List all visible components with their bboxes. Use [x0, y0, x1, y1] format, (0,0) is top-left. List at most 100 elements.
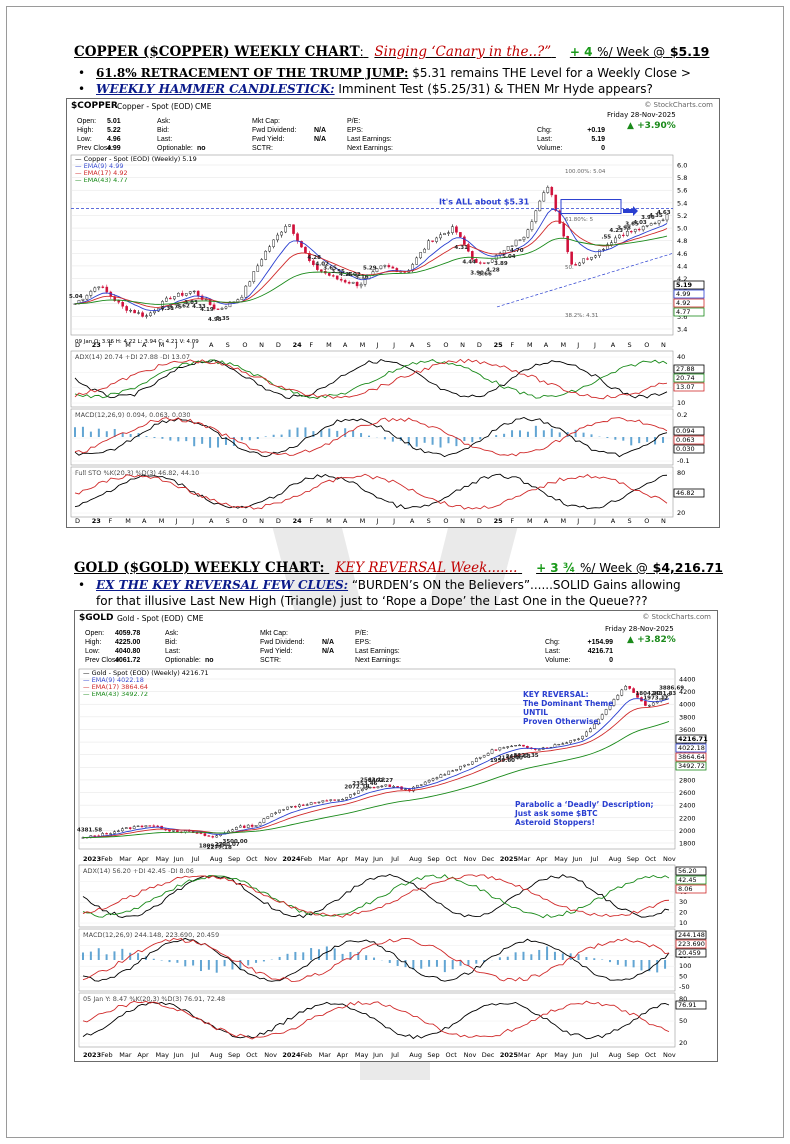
- gold-candle-body: [140, 825, 144, 828]
- gold-candle-body: [585, 731, 588, 737]
- copper-indicator-tick: 10: [677, 399, 685, 407]
- gold-stat-label: EPS:: [355, 639, 371, 646]
- gold-indicator-line: [82, 937, 670, 982]
- copper-indicator-panel: [70, 350, 674, 408]
- copper-price-label: 3.65: [625, 222, 639, 228]
- copper-candle-body: [463, 236, 466, 245]
- gold-stat-label: High:: [85, 639, 101, 646]
- copper-x-label: J: [392, 341, 395, 349]
- copper-stat-value: no: [197, 145, 206, 152]
- gold-indicator-tick: 50: [679, 973, 687, 981]
- gold-candle-body: [235, 826, 238, 830]
- gold-candle-body: [474, 758, 478, 763]
- copper-candle-body: [93, 287, 97, 292]
- copper-indicator-value: 46.82: [676, 489, 695, 497]
- copper-x-label: F: [309, 341, 313, 349]
- copper-candle-body: [343, 280, 347, 283]
- copper-candle-body: [351, 281, 355, 284]
- copper-ema-line: [74, 208, 668, 312]
- gold-x-label-bottom: May: [554, 1051, 568, 1059]
- gold-indicator-value-box: [675, 939, 707, 949]
- copper-indicator-value-box: [673, 382, 705, 392]
- copper-macd-bar: [240, 437, 243, 441]
- copper-macd-bar: [320, 430, 323, 437]
- copper-x-label-bottom: J: [576, 517, 579, 525]
- gold-candle-body: [364, 787, 368, 790]
- gold-macd-bar: [365, 955, 368, 960]
- gold-x-label: 2024: [282, 855, 301, 863]
- gold-candle-body: [526, 746, 529, 749]
- gold-macd-bar: [483, 960, 486, 963]
- copper-indicator-tick: 80: [677, 469, 685, 477]
- gold-candle-body: [431, 778, 435, 781]
- copper-candle-body: [645, 224, 649, 227]
- copper-x-label-bottom: J: [191, 517, 194, 525]
- gold-stat-label: Optionable:: [165, 657, 201, 664]
- copper-candle-body: [641, 226, 645, 231]
- copper-price-label: 4.25: [339, 272, 353, 278]
- copper-y-tick: 3.6: [677, 313, 687, 321]
- gold-macd-bar: [341, 953, 344, 960]
- copper-x-label: N: [661, 341, 666, 349]
- gold-x-label: May: [156, 855, 170, 863]
- gold-x-label: Aug: [409, 855, 422, 863]
- copper-candle-body: [629, 231, 633, 233]
- copper-stat-label: SCTR:: [252, 145, 273, 152]
- copper-indicator-value: 13.07: [676, 383, 695, 391]
- copper-candle-body: [530, 221, 534, 230]
- gold-macd-bar: [514, 952, 517, 960]
- gold-candle-body: [443, 774, 447, 776]
- gold-macd-bar: [373, 957, 376, 960]
- copper-trendline: [496, 252, 674, 308]
- gold-indicator-panel: [78, 992, 676, 1048]
- copper-right-value-box: [673, 298, 705, 308]
- copper-macd-bar: [145, 436, 148, 437]
- gold-candle-body: [636, 692, 639, 698]
- gold-x-label-bottom: Apr: [337, 1051, 349, 1059]
- gold-indicator-line: [82, 1001, 670, 1040]
- copper-macd-bar: [89, 431, 92, 437]
- copper-macd-bar: [328, 428, 331, 437]
- gold-x-label: Feb: [301, 855, 313, 863]
- copper-candle-body: [236, 299, 240, 302]
- copper-candle-body: [335, 275, 339, 280]
- gold-price: $4,216.71: [652, 560, 724, 575]
- copper-annotation: It's ALL about $5.31: [439, 198, 530, 207]
- gold-candle-body: [589, 728, 592, 733]
- copper-y-tick: 6.0: [677, 162, 687, 170]
- gold-candle-body: [404, 788, 407, 790]
- copper-indicator-value: 20.74: [676, 374, 695, 382]
- copper-price-label: 4.28: [307, 255, 321, 261]
- copper-y-tick: 3.4: [677, 326, 687, 334]
- gold-y-tick: 2600: [679, 789, 696, 797]
- copper-price-label: 4.70: [510, 248, 524, 254]
- gold-stat-value: N/A: [322, 648, 334, 655]
- copper-macd-bar: [431, 437, 434, 445]
- copper-macd-bar: [526, 431, 529, 437]
- gold-y-tick: 4000: [679, 701, 696, 709]
- gold-x-label: Mar: [119, 855, 132, 863]
- copper-indicator-panel: [70, 466, 674, 518]
- copper-candle-body: [129, 310, 132, 312]
- gold-right-value: 4022.18: [678, 744, 705, 752]
- copper-y-tick: 5.2: [677, 212, 687, 220]
- gold-x-label: Sep: [427, 855, 439, 863]
- gold-macd-bar: [239, 960, 242, 970]
- gold-candle-body: [667, 693, 671, 696]
- gold-stat-label: Open:: [85, 630, 104, 637]
- gold-candle-body: [317, 801, 321, 803]
- copper-legend-main: — Copper - Spot (EOD) (Weekly) 5.19: [75, 155, 197, 163]
- copper-stat-label: Bid:: [157, 127, 169, 134]
- gold-macd-bar: [255, 960, 258, 963]
- copper-x-label-bottom: O: [644, 517, 649, 525]
- copper-macd-bar: [360, 433, 363, 437]
- copper-x-label: J: [576, 341, 579, 349]
- copper-stat-label: Last Earnings:: [347, 136, 392, 143]
- gold-x-label: Nov: [264, 855, 277, 863]
- copper-macd-bar: [304, 427, 307, 437]
- copper-candle-body: [260, 259, 264, 267]
- copper-macd-bar: [368, 435, 371, 437]
- gold-name: Gold - Spot (EOD): [117, 614, 184, 623]
- gold-stat-label: Bid:: [165, 639, 177, 646]
- copper-stat-label: Low:: [77, 136, 92, 143]
